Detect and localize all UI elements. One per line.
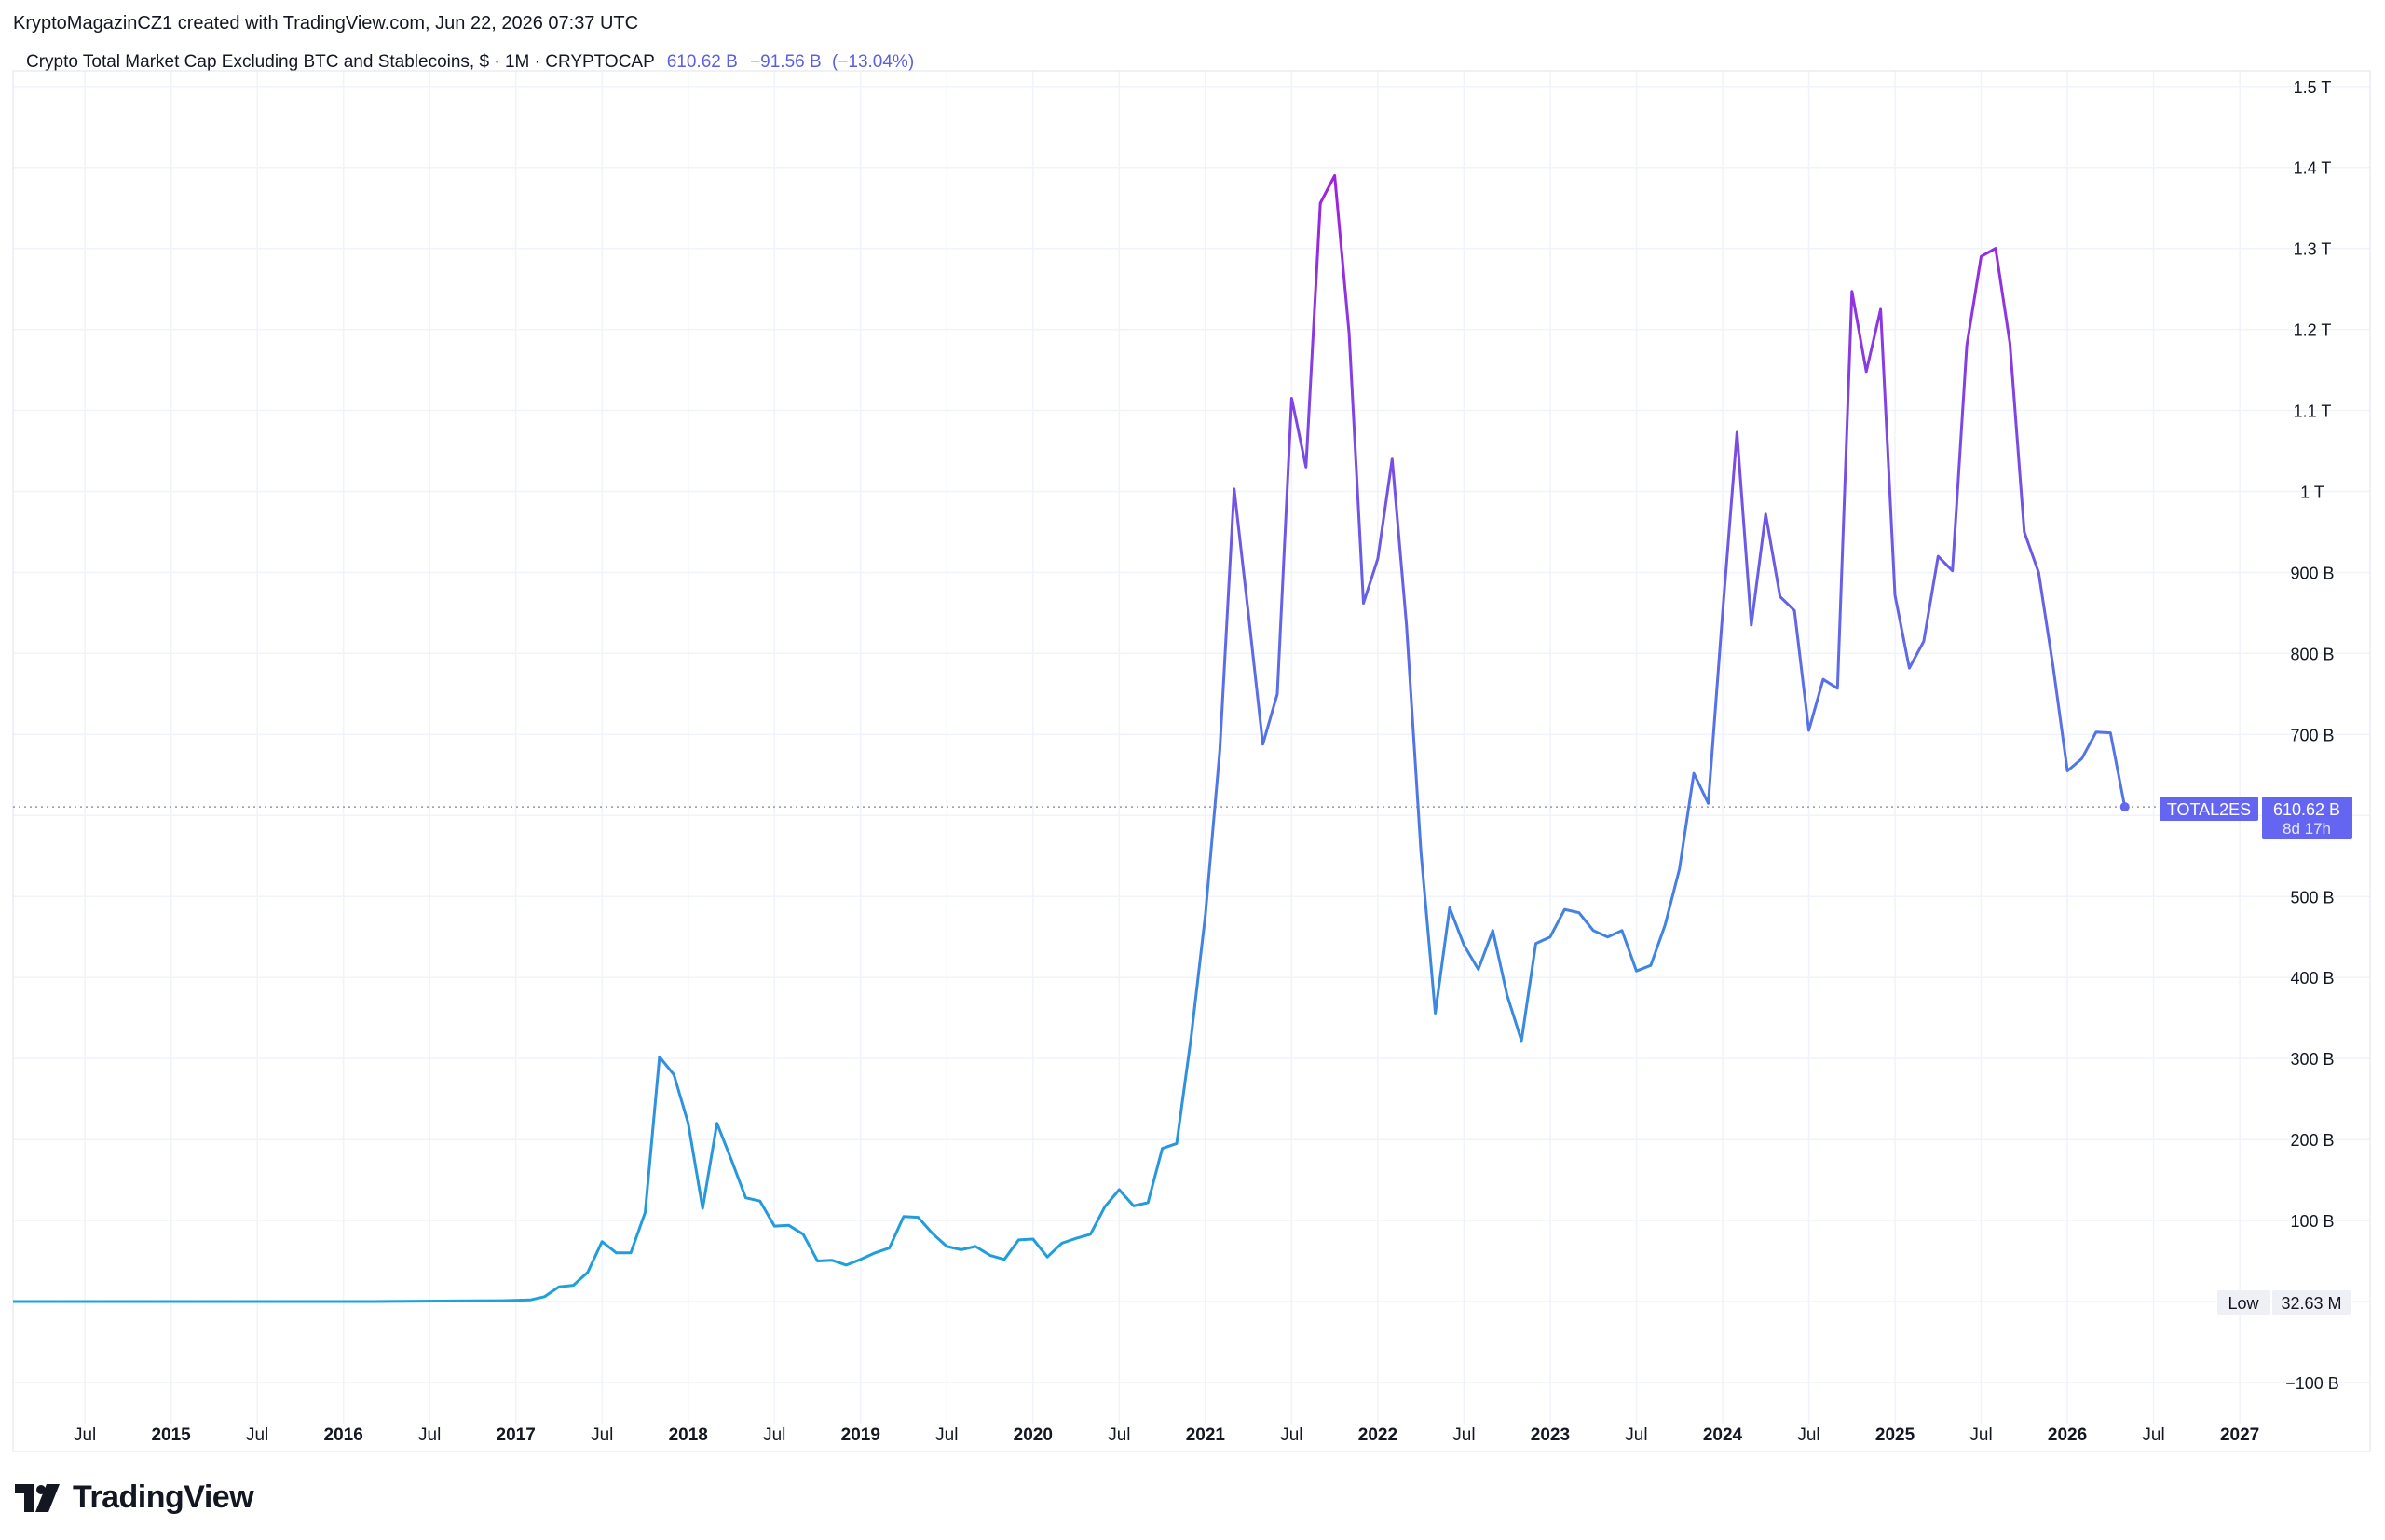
y-tick-label: 200 B	[2290, 1131, 2334, 1150]
x-tick-label: Jul	[1625, 1425, 1647, 1445]
chart-credit: KryptoMagazinCZ1 created with TradingVie…	[13, 13, 639, 34]
low-label: Low	[2228, 1294, 2259, 1313]
x-tick-label: 2020	[1014, 1425, 1053, 1445]
y-tick-label: 1.2 T	[2294, 321, 2332, 340]
y-tick-label: 300 B	[2290, 1050, 2334, 1069]
chart-grid	[13, 71, 2370, 1424]
x-tick-label: 2022	[1358, 1425, 1397, 1445]
legend-change-pct: (−13.04%)	[831, 52, 915, 72]
y-tick-label: 100 B	[2290, 1212, 2334, 1231]
market-cap-series-line	[13, 173, 2127, 1303]
legend-symbol[interactable]: Crypto Total Market Cap Excluding BTC an…	[26, 52, 655, 72]
plot-frame	[12, 70, 2371, 1452]
x-tick-label: 2015	[151, 1425, 191, 1445]
tradingview-brand[interactable]: TradingView	[15, 1479, 254, 1516]
x-tick-label: Jul	[418, 1425, 441, 1445]
x-tick-label: Jul	[2142, 1425, 2164, 1445]
x-tick-label: 2025	[1875, 1425, 1915, 1445]
price-tag-value: 610.62 B	[2273, 800, 2340, 819]
legend-last-value: 610.62 B	[666, 52, 738, 72]
low-label-box: Low 32.63 M	[2217, 1290, 2351, 1315]
y-tick-label: 1.3 T	[2294, 240, 2332, 259]
brand-name: TradingView	[73, 1479, 254, 1515]
price-label-box: TOTAL2ES 610.62 B 8d 17h	[2160, 797, 2352, 839]
y-axis[interactable]: 1.5 T 1.4 T 1.3 T 1.2 T 1.1 T 1 T 900 B 800 B 70…	[2285, 78, 2339, 1393]
x-tick-label: 2018	[669, 1425, 708, 1445]
x-tick-label: 2021	[1186, 1425, 1226, 1445]
price-tag-countdown: 8d 17h	[2283, 820, 2331, 838]
x-tick-label: 2016	[324, 1425, 363, 1445]
y-tick-label: −100 B	[2285, 1374, 2339, 1393]
x-tick-label: 2024	[1703, 1425, 1743, 1445]
price-tag-ticker: TOTAL2ES	[2167, 800, 2251, 819]
y-tick-label: 1.4 T	[2294, 159, 2332, 178]
chart-legend: Crypto Total Market Cap Excluding BTC an…	[26, 52, 914, 73]
y-tick-label: 900 B	[2290, 564, 2334, 582]
x-tick-label: Jul	[74, 1425, 96, 1445]
x-tick-label: Jul	[1969, 1425, 1992, 1445]
x-tick-label: 2027	[2220, 1425, 2259, 1445]
y-tick-label: 500 B	[2290, 888, 2334, 906]
x-tick-label: Jul	[1280, 1425, 1302, 1445]
last-value-dot	[2119, 802, 2130, 812]
low-value: 32.63 M	[2281, 1294, 2341, 1313]
legend-change: −91.56 B	[750, 52, 822, 72]
y-tick-label: 1.1 T	[2294, 402, 2332, 421]
x-axis[interactable]: Jul 2015 Jul 2016 Jul 2017 Jul 2018 Jul 2019 Jul 20…	[74, 1425, 2259, 1445]
x-tick-label: Jul	[935, 1425, 958, 1445]
x-tick-label: Jul	[1797, 1425, 1819, 1445]
y-tick-label: 800 B	[2290, 645, 2334, 663]
x-tick-label: 2017	[497, 1425, 536, 1445]
tradingview-logo-icon	[15, 1483, 60, 1512]
x-tick-label: 2023	[1531, 1425, 1570, 1445]
y-tick-label: 400 B	[2290, 969, 2334, 988]
x-tick-label: Jul	[591, 1425, 613, 1445]
y-tick-label: 1.5 T	[2294, 78, 2332, 97]
y-tick-label: 700 B	[2290, 726, 2334, 744]
x-tick-label: Jul	[1452, 1425, 1475, 1445]
x-tick-label: Jul	[246, 1425, 268, 1445]
x-tick-label: Jul	[1108, 1425, 1130, 1445]
x-tick-label: Jul	[763, 1425, 785, 1445]
x-tick-label: 2026	[2048, 1425, 2087, 1445]
x-tick-label: 2019	[841, 1425, 880, 1445]
y-tick-label: 1 T	[2300, 484, 2324, 502]
